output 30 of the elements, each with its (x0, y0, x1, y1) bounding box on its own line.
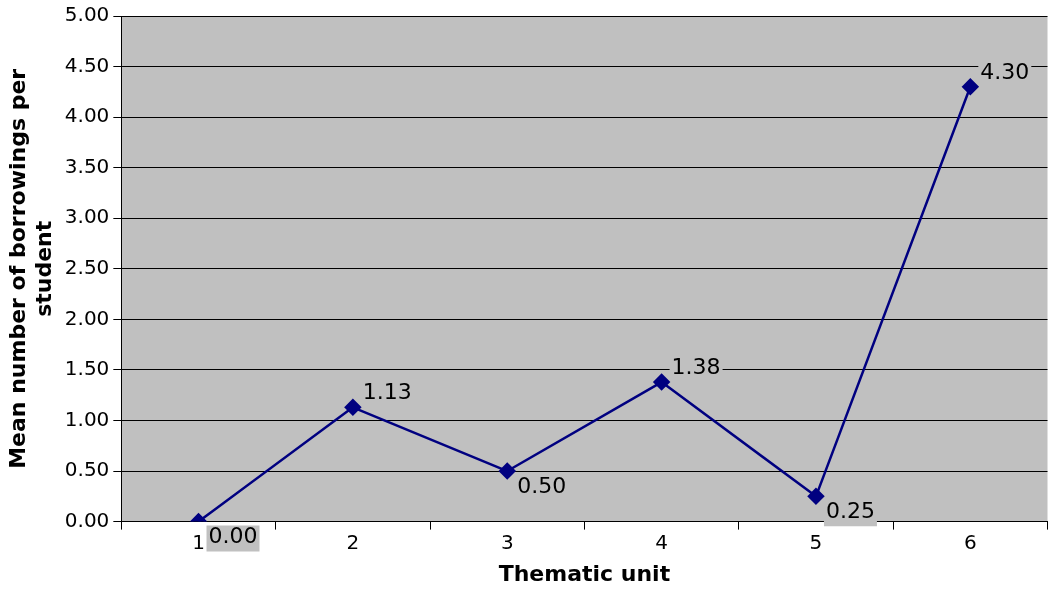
y-tick-label: 3.00 (64, 204, 110, 229)
x-tick-label: 6 (963, 529, 977, 554)
y-tick-label: 4.00 (64, 103, 110, 128)
x-axis-title: Thematic unit (498, 560, 671, 586)
y-tick-label: 2.00 (64, 305, 110, 330)
y-tick-label: 0.50 (64, 457, 110, 482)
y-tick-label: 4.50 (64, 52, 110, 77)
x-tick-label: 4 (655, 529, 668, 554)
y-axis-title: Mean number of borrowings per student (4, 68, 57, 469)
data-label: 0.00 (208, 523, 258, 549)
point (653, 373, 670, 391)
point (344, 399, 362, 416)
x-tick-label: 2 (346, 529, 360, 554)
point (962, 78, 979, 96)
data-label: 0.25 (825, 498, 875, 524)
x-tick-label: 5 (809, 529, 823, 554)
x-tick-label: 3 (500, 529, 514, 554)
y-tick-label: 5.00 (64, 2, 110, 27)
x-tick-label: 1 (192, 529, 205, 554)
y-tick-label: 1.00 (64, 406, 110, 431)
y-tick-label: 2.50 (64, 255, 110, 279)
data-label: 1.13 (362, 379, 412, 405)
y-tick-label: 3.50 (64, 153, 110, 178)
y-tick-label: 0.00 (64, 507, 110, 532)
data-label: 1.38 (671, 353, 721, 379)
data-label: 0.50 (517, 472, 567, 498)
point (807, 488, 825, 505)
point (498, 462, 516, 480)
y-tick-label: 1.50 (64, 356, 110, 381)
data-label: 4.30 (980, 58, 1030, 84)
